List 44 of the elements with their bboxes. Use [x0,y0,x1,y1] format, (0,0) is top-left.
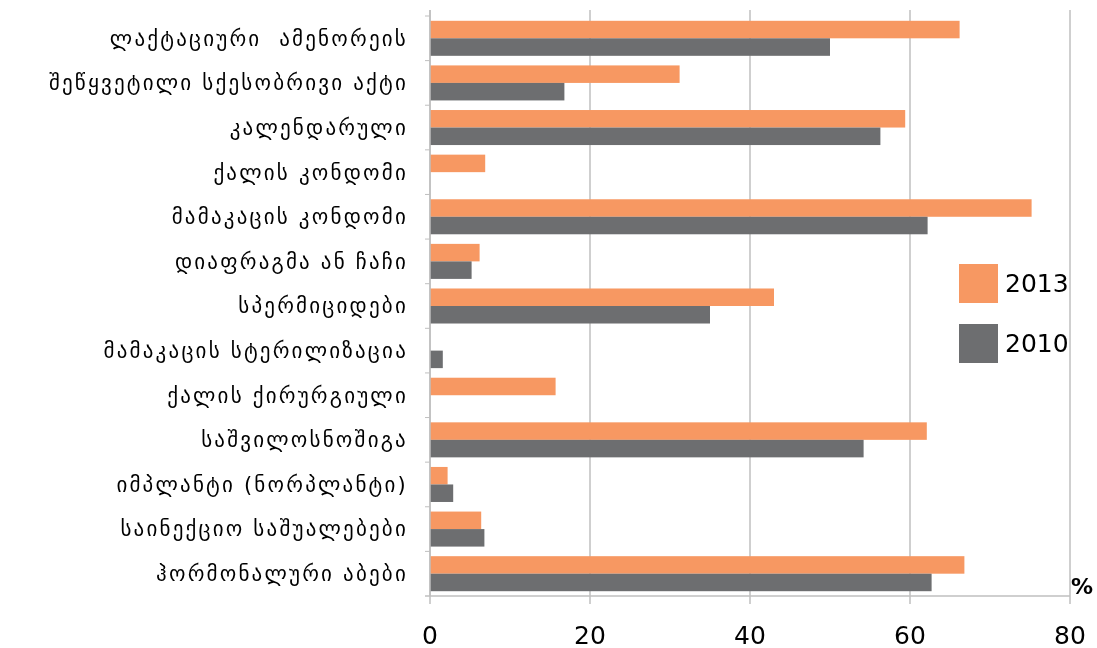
y-tick-label: იმპლანტი (ნორპლანტი) [116,472,408,497]
bar [430,439,864,458]
bar [430,306,710,324]
x-axis-title: % [1070,574,1094,599]
y-tick-label: მამაკაცის სტერილიზაცია [103,338,408,363]
y-tick-label: საინექციო საშუალებები [120,517,408,542]
y-tick-label: ქალის ქირურგიული [167,383,408,408]
y-tick-label: საშვილოსნოშიგა [201,428,408,453]
bar [430,38,830,56]
x-tick-label: 60 [894,621,926,648]
y-tick-label: კალენდარული [229,115,408,140]
y-tick-label: მამაკაცის კონდომი [171,205,408,230]
legend-label: 2010 [1005,329,1069,359]
bar [430,20,960,39]
bar [430,466,448,485]
bar [430,484,454,502]
legend-label: 2013 [1005,269,1069,299]
x-tick-label: 0 [422,621,438,648]
bar [430,377,556,396]
y-tick-label: ლაქტაციური ამენორეის [109,26,408,51]
y-tick-label: ქალის კონდომი [213,160,408,185]
bar [430,556,965,574]
bar [430,127,881,146]
y-tick-label: სპერმიციდები [238,294,408,319]
x-tick-label: 40 [734,621,766,648]
bar [430,82,565,101]
y-tick-label: დიაფრაგმა ან ჩაჩი [174,249,408,274]
y-tick-label: ჰორმონალური აბები [156,562,408,587]
bar [430,422,927,440]
bar [430,243,480,262]
bar [430,216,928,235]
x-tick-label: 80 [1054,621,1086,648]
bar [430,529,485,547]
bar [430,65,680,83]
x-tick-label: 20 [574,621,606,648]
bar [430,288,774,306]
bar [430,573,932,592]
bar [430,350,443,369]
y-tick-label: შეწყვეტილი სქესობრივი აქტი [48,71,408,96]
bar [430,110,906,128]
bar [430,511,482,530]
bar [430,199,1032,217]
bar [430,261,472,279]
bar [430,154,486,173]
